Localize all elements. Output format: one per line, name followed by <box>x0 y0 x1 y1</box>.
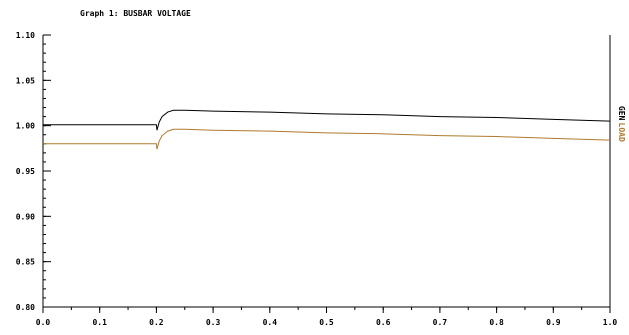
x-tick-label: 0.7 <box>433 318 448 327</box>
y-tick-label: 0.85 <box>16 258 35 267</box>
x-tick-label: 0.5 <box>319 318 334 327</box>
x-tick-label: 0.6 <box>376 318 391 327</box>
y-tick-label: 0.95 <box>16 167 35 176</box>
legend-label-gen: GEN <box>617 106 626 121</box>
y-tick-label: 0.80 <box>16 303 35 312</box>
x-tick-label: 0.9 <box>546 318 561 327</box>
x-tick-label: 0.4 <box>263 318 278 327</box>
x-tick-label: 1.0 <box>603 318 618 327</box>
series-line-gen <box>43 109 611 131</box>
legend-label-load: LOAD <box>617 123 626 142</box>
y-tick-label: 1.05 <box>16 76 35 85</box>
y-tick-label: 1.00 <box>16 122 35 131</box>
x-tick-label: 0.3 <box>206 318 221 327</box>
chart-title: Graph 1: BUSBAR VOLTAGE <box>80 9 191 18</box>
x-tick-label: 0.8 <box>489 318 504 327</box>
x-tick-label: 0.2 <box>149 318 164 327</box>
y-tick-label: 0.90 <box>16 212 35 221</box>
x-tick-label: 0.1 <box>92 318 107 327</box>
y-tick-label: 1.10 <box>16 31 35 40</box>
series-line-load <box>43 128 611 150</box>
x-tick-label: 0.0 <box>36 318 51 327</box>
